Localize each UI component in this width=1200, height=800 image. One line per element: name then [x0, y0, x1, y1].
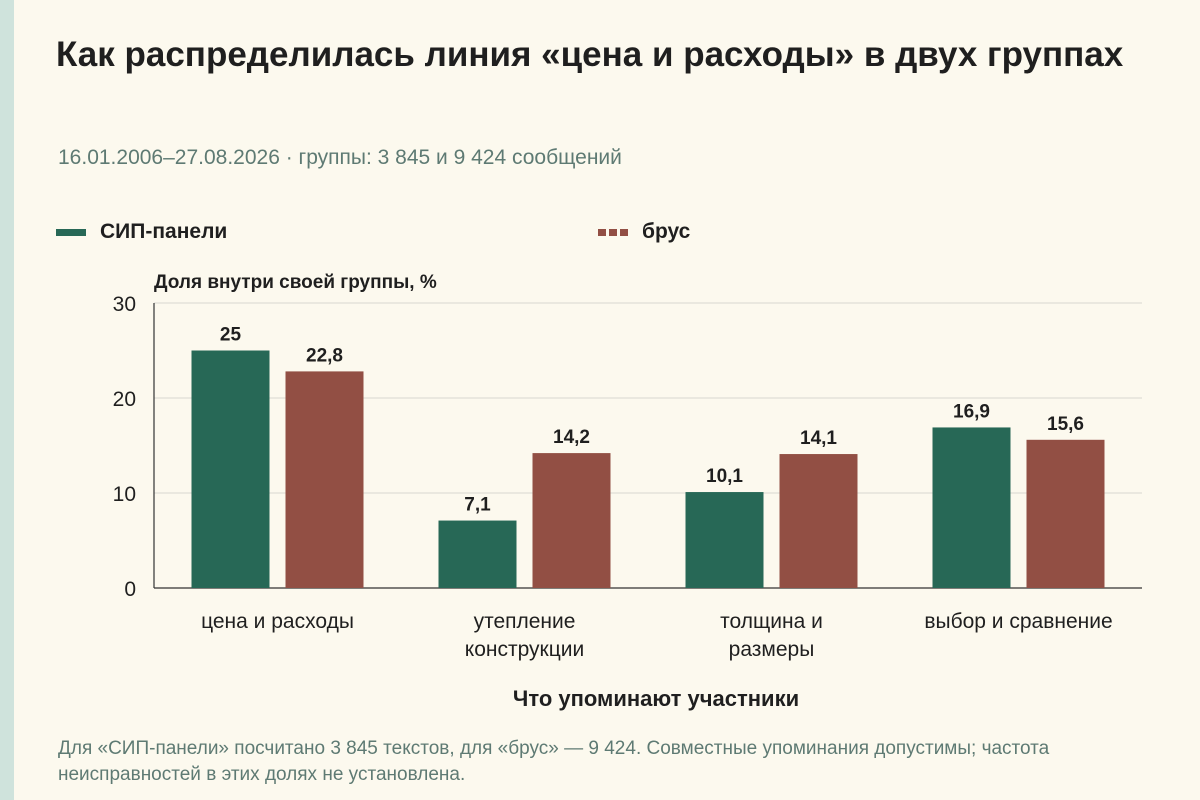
footnote: Для «СИП-панели» посчитано 3 845 текстов… [58, 738, 1050, 785]
legend-swatch-sip [56, 228, 86, 236]
bar-sip [438, 520, 517, 588]
data-label: 25 [220, 325, 242, 346]
x-tick-label: выбор и сравнение [924, 610, 1112, 633]
legend-swatch-brus [598, 228, 628, 236]
data-label: 15,6 [1047, 414, 1084, 435]
legend-item-sip: СИП-панели [56, 219, 227, 245]
y-tick-label: 10 [113, 483, 136, 506]
bar-sip [685, 492, 764, 588]
x-tick-label: утепление [474, 610, 576, 633]
bar-sip [191, 350, 270, 588]
data-label: 10,1 [706, 466, 743, 487]
legend-label-sip: СИП-панели [100, 220, 228, 243]
data-label: 22,8 [306, 345, 343, 366]
data-label: 14,1 [800, 428, 837, 449]
x-axis-label: Что упоминают участники [512, 686, 800, 711]
bar-brus [1026, 439, 1105, 588]
x-tick-label: конструкции [465, 638, 584, 661]
x-tick-label: размеры [729, 638, 815, 661]
bar-brus [532, 453, 611, 588]
bar-brus [285, 371, 364, 588]
chart-title: Как распределилась линия «цена и расходы… [56, 35, 1124, 74]
y-axis-label: Доля внутри своей группы, % [154, 272, 437, 293]
legend-label-brus: брус [642, 220, 691, 243]
x-tick-label: толщина и [720, 610, 823, 633]
chart-subtitle: 16.01.2006–27.08.2026 · группы: 3 845 и … [58, 146, 622, 169]
x-tick-label: цена и расходы [201, 610, 354, 633]
y-tick-label: 30 [113, 293, 136, 316]
legend-item-brus: брус [598, 219, 690, 245]
data-label: 16,9 [953, 401, 990, 422]
bar-brus [779, 454, 858, 588]
y-tick-label: 0 [124, 578, 136, 601]
data-label: 14,2 [553, 427, 590, 448]
bar-sip [932, 427, 1011, 588]
y-tick-label: 20 [113, 388, 136, 411]
accent-strip [0, 0, 14, 800]
data-label: 7,1 [464, 495, 491, 516]
